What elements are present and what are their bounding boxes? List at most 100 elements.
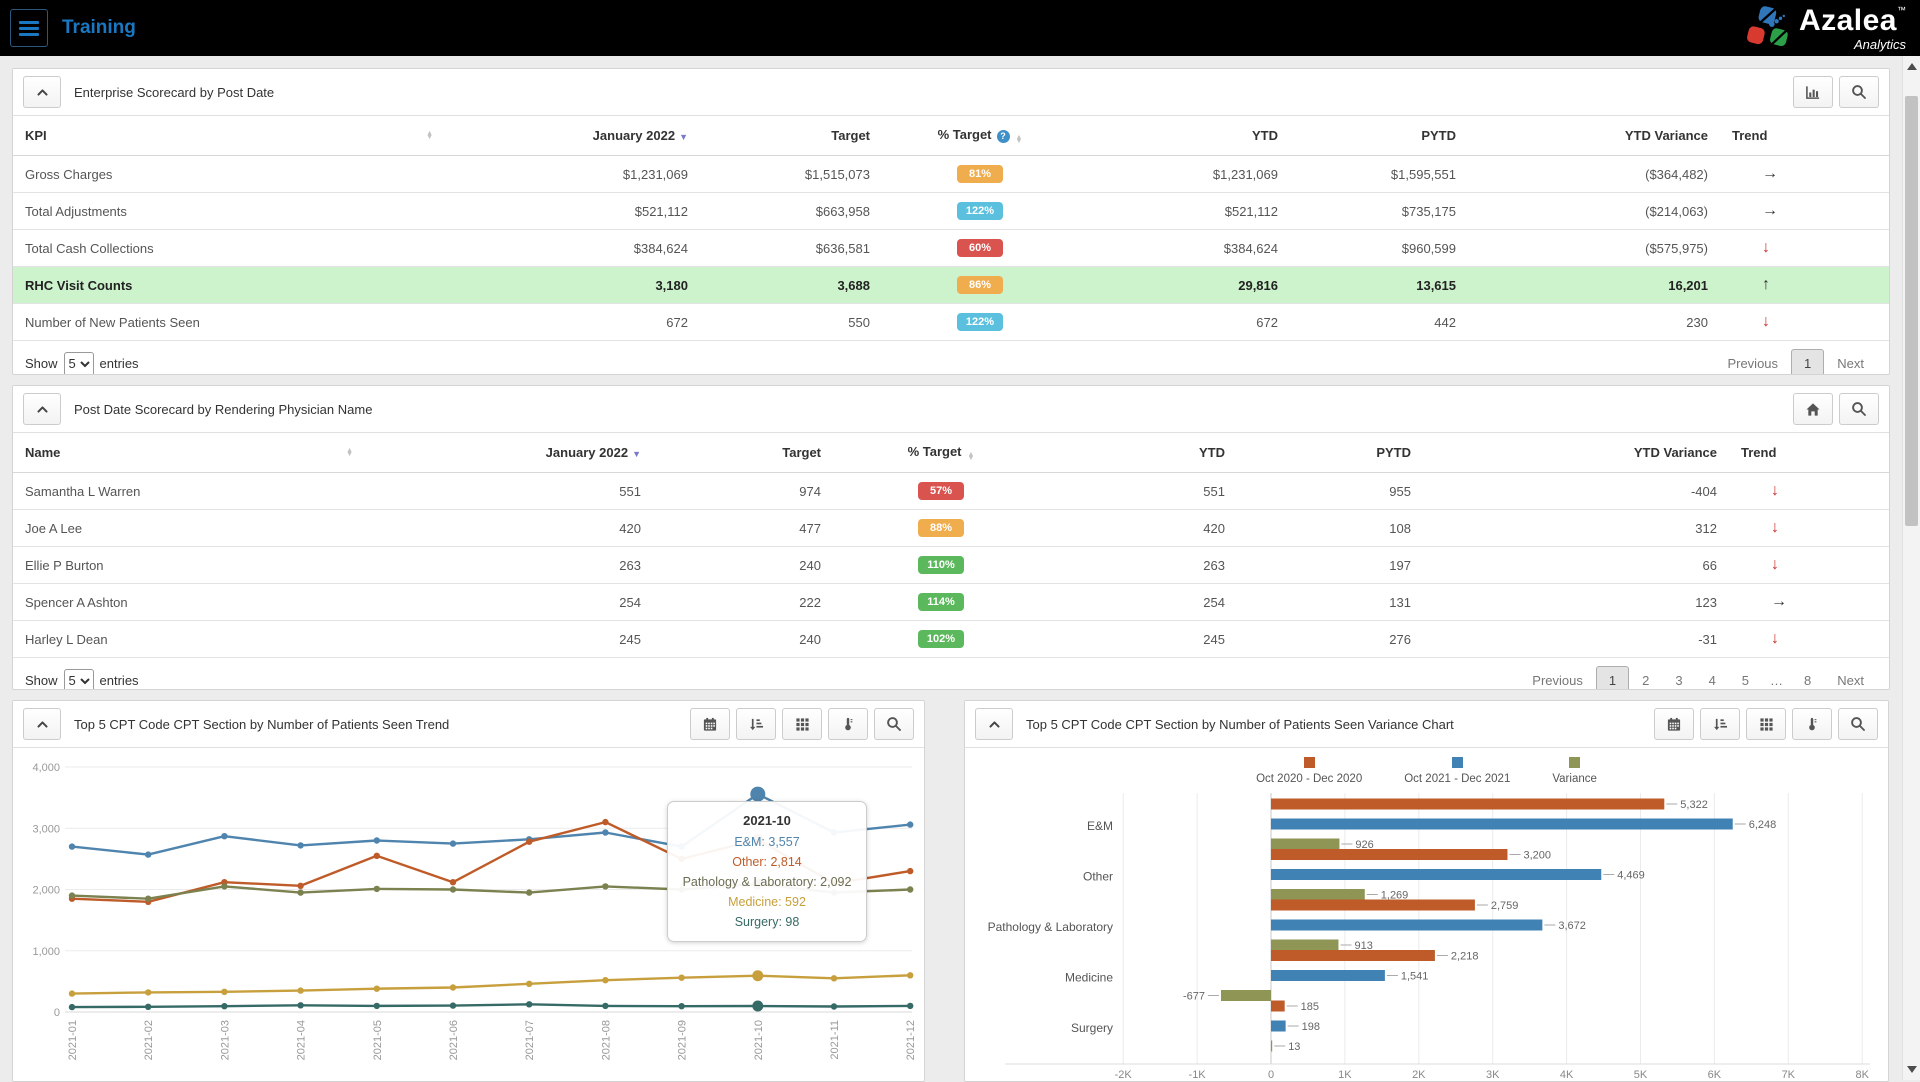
data-point[interactable]: [526, 1001, 533, 1008]
data-point[interactable]: [449, 879, 457, 886]
column-header-target[interactable]: Target: [700, 116, 882, 156]
page-button-1[interactable]: 1: [1595, 666, 1630, 689]
data-point[interactable]: [68, 990, 76, 997]
search-button[interactable]: [1839, 393, 1879, 425]
bar[interactable]: [1271, 970, 1385, 981]
table-row[interactable]: Harley L Dean 245 240 102% 245 276 -31 ↓: [13, 620, 1889, 657]
data-point[interactable]: [373, 985, 380, 992]
page-size-select[interactable]: 5: [63, 668, 94, 689]
column-header-january-2022[interactable]: January 2022 ▼: [445, 116, 700, 156]
data-point[interactable]: [221, 988, 228, 995]
legend-item[interactable]: Variance: [1552, 757, 1597, 793]
bar[interactable]: [1271, 1020, 1286, 1032]
column-header-pytd[interactable]: PYTD: [1237, 433, 1423, 473]
bar[interactable]: [1271, 939, 1339, 951]
data-point[interactable]: [602, 977, 609, 984]
page-button-3[interactable]: 3: [1675, 673, 1683, 688]
thermometer-button[interactable]: [828, 708, 868, 740]
data-point[interactable]: [750, 786, 766, 802]
page-button-2[interactable]: 2: [1642, 673, 1650, 688]
calendar-button[interactable]: [690, 708, 730, 740]
data-point[interactable]: [145, 851, 152, 858]
data-point[interactable]: [221, 1003, 228, 1010]
data-point[interactable]: [678, 974, 685, 981]
legend-item[interactable]: Oct 2020 - Dec 2020: [1256, 757, 1362, 793]
data-point[interactable]: [752, 970, 764, 982]
bar[interactable]: [1220, 990, 1271, 1001]
home-button[interactable]: [1793, 393, 1833, 425]
column-header--target[interactable]: % Target ▲ ▼: [833, 433, 1049, 473]
column-header-ytd-variance[interactable]: YTD Variance: [1423, 433, 1729, 473]
column-header-kpi[interactable]: KPI ▲ ▼: [13, 116, 445, 156]
data-point[interactable]: [526, 889, 533, 896]
scroll-up-arrow[interactable]: [1907, 63, 1917, 70]
data-point[interactable]: [907, 821, 914, 828]
bar[interactable]: [1271, 869, 1602, 880]
data-point[interactable]: [830, 1003, 838, 1010]
collapse-button[interactable]: [23, 393, 61, 425]
data-point[interactable]: [297, 889, 304, 896]
thermometer-button[interactable]: [1792, 708, 1832, 740]
data-point[interactable]: [602, 818, 609, 826]
data-point[interactable]: [907, 867, 914, 875]
menu-button[interactable]: [10, 9, 48, 47]
bar[interactable]: [1271, 838, 1340, 850]
data-point[interactable]: [297, 842, 304, 849]
table-row[interactable]: Ellie P Burton 263 240 110% 263 197 66 ↓: [13, 546, 1889, 584]
search-button[interactable]: [1839, 76, 1879, 108]
column-header-ytd[interactable]: YTD: [1078, 116, 1290, 156]
data-point[interactable]: [907, 972, 914, 979]
data-point[interactable]: [752, 1000, 764, 1012]
data-point[interactable]: [830, 975, 838, 982]
previous-page-button[interactable]: Previous: [1532, 673, 1583, 688]
page-button-1[interactable]: 1: [1791, 349, 1825, 374]
next-page-button[interactable]: Next: [1837, 356, 1864, 371]
data-point[interactable]: [526, 980, 533, 987]
data-point[interactable]: [907, 886, 914, 893]
column-header-january-2022[interactable]: January 2022 ▼: [365, 433, 653, 473]
data-point[interactable]: [145, 1003, 152, 1010]
data-point[interactable]: [449, 886, 457, 893]
data-point[interactable]: [678, 1003, 685, 1010]
page-size-select[interactable]: 5: [63, 351, 94, 374]
info-icon[interactable]: ?: [996, 129, 1010, 143]
next-page-button[interactable]: Next: [1837, 673, 1864, 688]
data-point[interactable]: [602, 829, 609, 836]
data-point[interactable]: [68, 892, 76, 899]
data-point[interactable]: [145, 989, 152, 996]
page-button-4[interactable]: 4: [1708, 673, 1716, 688]
column-header-target[interactable]: Target: [653, 433, 833, 473]
bar[interactable]: [1271, 798, 1665, 810]
column-header-pytd[interactable]: PYTD: [1290, 116, 1468, 156]
page-button-5[interactable]: 5: [1741, 673, 1750, 688]
collapse-button[interactable]: [23, 76, 61, 108]
bar[interactable]: [1271, 849, 1508, 860]
column-header-ytd-variance[interactable]: YTD Variance: [1468, 116, 1720, 156]
data-point[interactable]: [297, 882, 304, 889]
table-row[interactable]: Number of New Patients Seen 672 550 122% 672…: [13, 303, 1889, 340]
table-row[interactable]: Samantha L Warren 551 974 57% 551 955 -404 ↓: [13, 472, 1889, 510]
data-point[interactable]: [221, 883, 228, 890]
table-row[interactable]: Spencer A Ashton 254 222 114% 254 131 123 →: [13, 583, 1889, 621]
bar[interactable]: [1271, 899, 1475, 911]
data-point[interactable]: [297, 987, 304, 994]
column-header-trend[interactable]: Trend: [1720, 116, 1889, 156]
vertical-scrollbar[interactable]: [1902, 56, 1920, 1080]
bar[interactable]: [1271, 1000, 1285, 1012]
table-row[interactable]: Gross Charges $1,231,069 $1,515,073 81% $1,2…: [13, 155, 1889, 193]
bar[interactable]: [1271, 950, 1435, 961]
data-point[interactable]: [373, 837, 380, 844]
bar[interactable]: [1271, 818, 1733, 830]
bar-chart-button[interactable]: [1793, 76, 1833, 108]
data-point[interactable]: [68, 843, 76, 850]
calendar-button[interactable]: [1654, 708, 1694, 740]
table-row[interactable]: Joe A Lee 420 477 88% 420 108 312 ↓: [13, 509, 1889, 547]
data-point[interactable]: [449, 840, 457, 847]
column-header-name[interactable]: Name ▲ ▼: [13, 433, 365, 473]
table-row[interactable]: RHC Visit Counts 3,180 3,688 86% 29,816 13,61…: [13, 266, 1889, 304]
scrollbar-thumb[interactable]: [1905, 96, 1918, 526]
data-point[interactable]: [68, 1003, 76, 1011]
variance-bar-chart[interactable]: -2K -1K 0 1K 2K 3K 4K 5K 6K 7K 8K E&M 5,322 6,248 926 O…: [965, 793, 1886, 1082]
column-header-ytd[interactable]: YTD: [1049, 433, 1237, 473]
column-header-trend[interactable]: Trend: [1729, 433, 1889, 473]
